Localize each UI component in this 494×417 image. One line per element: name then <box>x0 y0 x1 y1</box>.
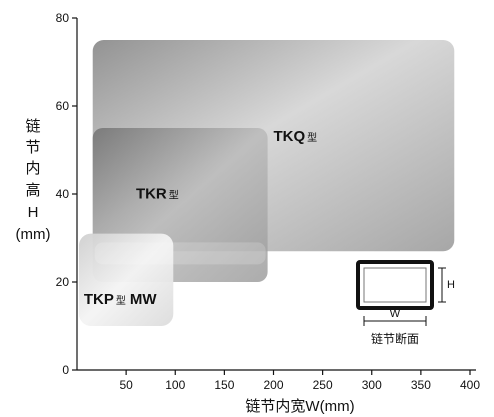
y-axis-title-part-2: 内 <box>25 160 40 177</box>
region-tkr-suffix: 型 <box>169 188 179 201</box>
x-tick-label-150: 150 <box>214 378 234 392</box>
y-axis-title-part-3: 高 <box>25 182 40 199</box>
inset-width-label: W <box>390 308 401 320</box>
y-tick-label-80: 80 <box>56 11 70 25</box>
x-tick-label-400: 400 <box>460 378 480 392</box>
inset-caption: 链节断面 <box>371 331 419 346</box>
axes: 0 20 40 60 80 50 100 150 200 250 300 350 400 链节内宽W(mm… <box>16 11 481 415</box>
y-axis-title-part-0: 链 <box>25 118 40 135</box>
region-tkp <box>78 233 174 326</box>
x-tick-label-350: 350 <box>411 378 431 392</box>
y-tick-label-20: 20 <box>56 275 70 289</box>
region-tkr-band <box>94 242 266 265</box>
inset-profile-inner <box>363 267 427 303</box>
region-tkp-suffix: 型 <box>116 294 126 307</box>
region-tkr-name: TKR <box>136 185 167 202</box>
x-tick-label-200: 200 <box>263 378 283 392</box>
x-axis-title: 链节内宽W(mm) <box>245 398 354 415</box>
x-tick-label-300: 300 <box>362 378 382 392</box>
x-tick-label-50: 50 <box>119 378 133 392</box>
y-tick-label-0: 0 <box>62 363 69 377</box>
region-tkp-area <box>78 233 174 326</box>
cross-section-inset: H W 链节断面 <box>356 260 455 346</box>
y-tick-label-60: 60 <box>56 99 70 113</box>
region-tkr-label: TKR 型 <box>136 185 179 202</box>
x-tick-label-100: 100 <box>165 378 185 392</box>
x-tick-label-250: 250 <box>313 378 333 392</box>
region-tkq-label: TKQ 型 <box>274 128 318 145</box>
y-axis-title-part-1: 节 <box>25 139 40 156</box>
y-tick-label-40: 40 <box>56 187 70 201</box>
region-tkp-extra: MW <box>130 291 157 308</box>
region-tkp-label: TKP 型 MW <box>84 291 157 308</box>
region-tkq-name: TKQ <box>274 128 306 145</box>
inset-height-label: H <box>447 279 455 291</box>
y-axis-title-part-5: (mm) <box>16 226 51 243</box>
region-tkp-name: TKP <box>84 291 114 308</box>
y-axis-title-part-4: H <box>28 204 39 221</box>
region-tkq-suffix: 型 <box>307 131 317 144</box>
